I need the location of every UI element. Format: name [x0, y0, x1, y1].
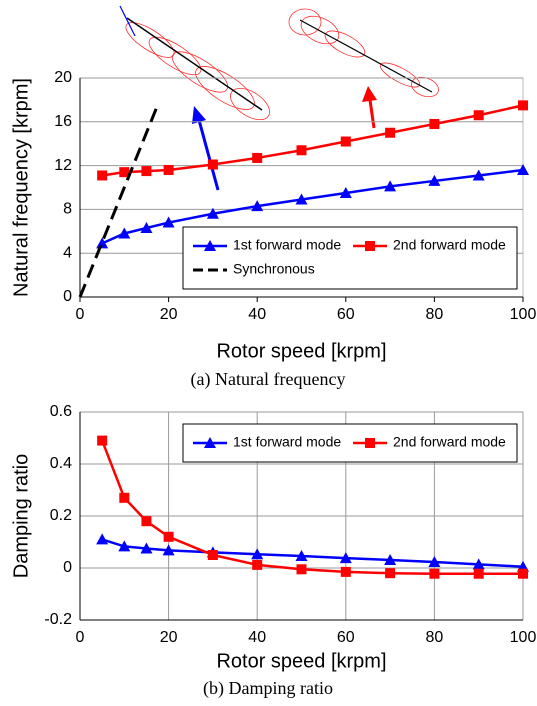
x-axis-label: Rotor speed [krpm]	[216, 340, 386, 362]
y-tick-label: 0	[63, 559, 72, 576]
y-tick-label: 0.4	[50, 455, 72, 472]
marker	[295, 550, 308, 562]
x-tick-label: 40	[248, 306, 266, 323]
legend-label: 1st forward mode	[233, 434, 341, 450]
x-tick-label: 100	[510, 629, 537, 646]
marker	[140, 222, 153, 234]
marker	[141, 166, 152, 177]
legend-label: 1st forward mode	[233, 237, 341, 253]
x-tick-label: 40	[248, 629, 266, 646]
legend-marker	[365, 241, 375, 251]
y-tick-label: -0.2	[44, 611, 72, 628]
marker	[251, 200, 264, 212]
marker	[384, 180, 397, 192]
marker	[207, 550, 218, 560]
series-line	[78, 104, 159, 298]
mode-shape-1	[119, 5, 270, 121]
marker	[472, 558, 485, 570]
marker	[472, 169, 485, 181]
marker	[118, 540, 131, 552]
marker	[429, 118, 440, 129]
y-axis-label: Damping ratio	[10, 454, 32, 579]
series-line	[101, 538, 524, 568]
marker	[96, 533, 109, 545]
marker	[162, 544, 175, 556]
y-tick-label: 12	[54, 157, 72, 174]
marker	[252, 559, 263, 570]
x-tick-label: 0	[76, 306, 85, 323]
marker	[428, 556, 441, 568]
marker	[473, 110, 484, 121]
y-tick-label: 20	[54, 69, 72, 86]
marker	[206, 207, 219, 219]
marker	[339, 552, 352, 564]
marker	[340, 566, 351, 577]
marker	[385, 568, 396, 579]
marker	[296, 145, 307, 156]
marker	[518, 100, 528, 111]
x-tick-label: 20	[160, 629, 178, 646]
marker	[340, 136, 351, 147]
marker	[163, 164, 174, 175]
legend-marker	[365, 438, 375, 448]
mode-shape-2	[288, 8, 439, 98]
x-tick-label: 100	[510, 306, 537, 323]
y-tick-label: 0.6	[50, 403, 72, 420]
series-line	[101, 104, 524, 177]
y-tick-label: 16	[54, 113, 72, 130]
marker	[97, 170, 108, 181]
marker	[141, 516, 152, 527]
caption: (b) Damping ratio	[203, 678, 333, 699]
marker	[428, 174, 441, 186]
marker	[473, 568, 484, 579]
marker	[339, 186, 352, 198]
marker	[517, 163, 529, 175]
marker	[252, 152, 263, 163]
marker	[296, 564, 307, 575]
marker	[207, 159, 218, 170]
marker	[163, 531, 174, 542]
x-tick-label: 20	[160, 306, 178, 323]
y-tick-label: 0	[63, 288, 72, 305]
arrows	[192, 86, 377, 191]
marker	[295, 193, 308, 205]
x-tick-label: 60	[337, 306, 355, 323]
marker	[96, 237, 109, 249]
legend-marker	[204, 240, 216, 251]
marker	[119, 492, 130, 503]
caption: (a) Natural frequency	[191, 369, 346, 390]
x-tick-label: 80	[426, 306, 444, 323]
legend-box	[182, 423, 518, 463]
y-tick-label: 8	[63, 201, 72, 218]
marker	[97, 435, 108, 446]
marker	[251, 548, 264, 560]
legend-label: 2nd forward mode	[393, 237, 506, 253]
y-tick-label: 0.2	[50, 507, 72, 524]
x-tick-label: 60	[337, 629, 355, 646]
y-tick-label: 4	[63, 244, 72, 261]
x-tick-label: 0	[76, 629, 85, 646]
legend-box	[182, 226, 518, 290]
legend-label: 2nd forward mode	[393, 434, 506, 450]
marker	[384, 553, 397, 565]
x-tick-label: 80	[426, 629, 444, 646]
marker	[518, 568, 528, 579]
marker	[429, 568, 440, 579]
x-axis-label: Rotor speed [krpm]	[216, 650, 386, 672]
legend-marker	[204, 437, 216, 448]
marker	[119, 167, 130, 178]
legend-label: Synchronous	[233, 261, 315, 277]
marker	[140, 542, 153, 554]
marker	[385, 127, 396, 138]
marker	[118, 227, 131, 239]
y-axis-label: Natural frequency [krpm]	[10, 78, 32, 297]
marker	[162, 216, 175, 228]
